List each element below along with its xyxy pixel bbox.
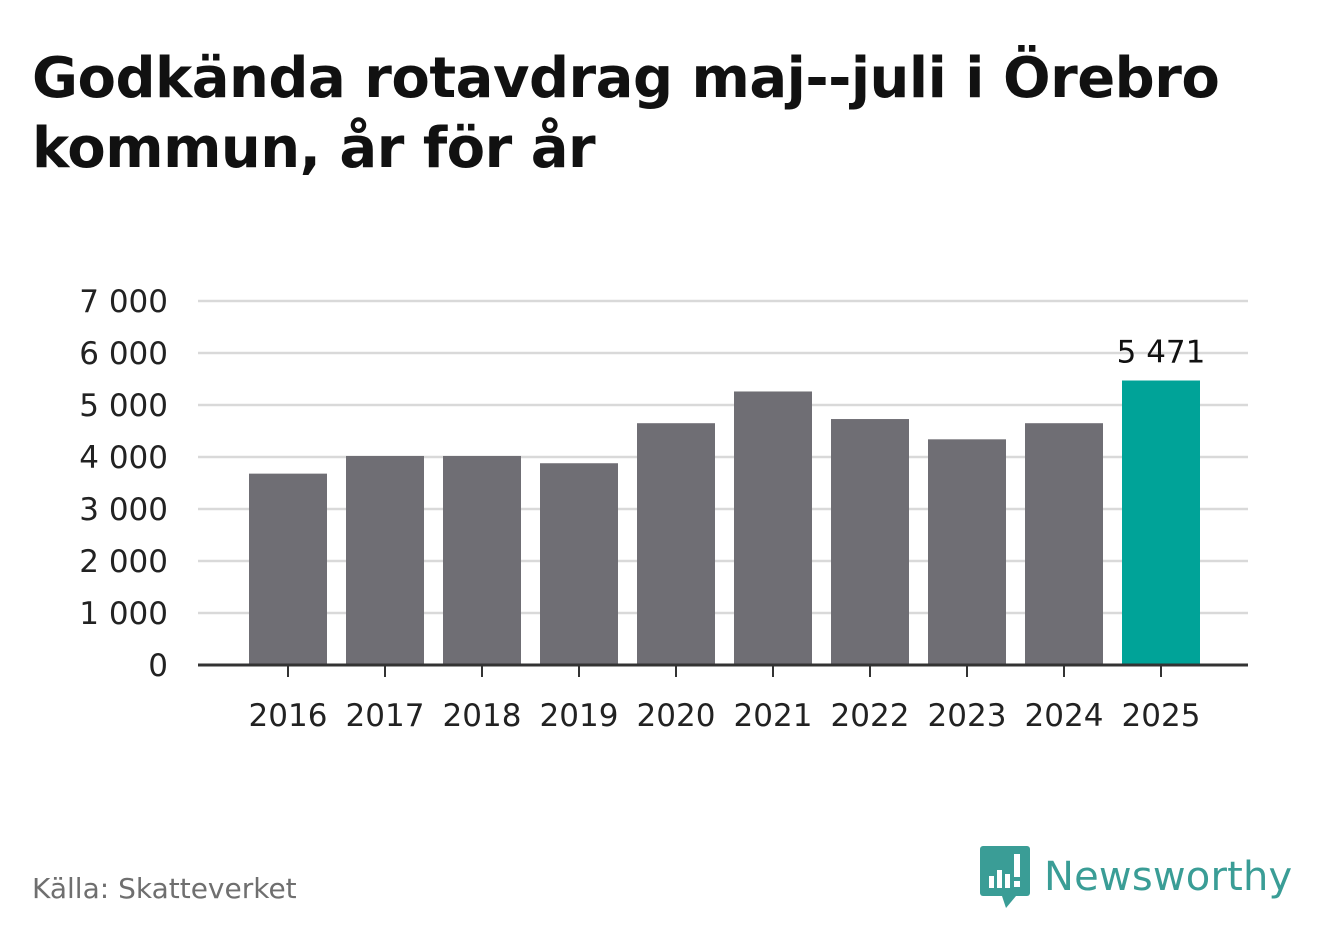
y-tick-label: 4 000 <box>79 440 168 476</box>
bar-2019 <box>540 463 618 665</box>
y-tick-label: 6 000 <box>79 336 168 372</box>
bar-2018 <box>443 455 521 665</box>
bar-2024 <box>1025 423 1103 665</box>
bar-2022 <box>831 419 909 665</box>
bar-2020 <box>637 423 715 665</box>
bar-2023 <box>928 439 1006 665</box>
axes <box>198 663 1248 677</box>
x-tick-label: 2022 <box>831 698 910 734</box>
y-tick-label: 7 000 <box>79 284 168 320</box>
chart-title: Godkända rotavdrag maj--juli i Örebro ko… <box>32 46 1220 181</box>
bar-2025 <box>1122 380 1200 665</box>
y-tick-label: 3 000 <box>79 492 168 528</box>
x-tick-label: 2021 <box>734 698 813 734</box>
x-tick-label: 2023 <box>928 698 1007 734</box>
newsworthy-logo-icon <box>980 846 1030 908</box>
brand: Newsworthy <box>980 846 1292 908</box>
bars <box>249 380 1200 665</box>
data-label-2025: 5 471 <box>1117 335 1206 371</box>
bar-2017 <box>346 455 424 665</box>
y-tick-label: 5 000 <box>79 388 168 424</box>
brand-name: Newsworthy <box>1044 854 1293 900</box>
labels: 0 1 000 2 000 3 000 4 000 5 000 6 000 7 000 2016… <box>79 284 1205 734</box>
x-tick-label: 2019 <box>540 698 619 734</box>
source-note: Källa: Skatteverket <box>32 872 297 905</box>
x-tick-label: 2024 <box>1025 698 1104 734</box>
x-tick-label: 2018 <box>443 698 522 734</box>
x-tick-label: 2017 <box>346 698 425 734</box>
y-tick-label: 1 000 <box>79 596 168 632</box>
x-tick-label: 2016 <box>249 698 328 734</box>
y-tick-label: 2 000 <box>79 544 168 580</box>
x-tick-label: 2025 <box>1122 698 1201 734</box>
y-tick-label: 0 <box>148 648 168 684</box>
bar-2016 <box>249 473 327 665</box>
bar-2021 <box>734 391 812 665</box>
x-tick-label: 2020 <box>637 698 716 734</box>
